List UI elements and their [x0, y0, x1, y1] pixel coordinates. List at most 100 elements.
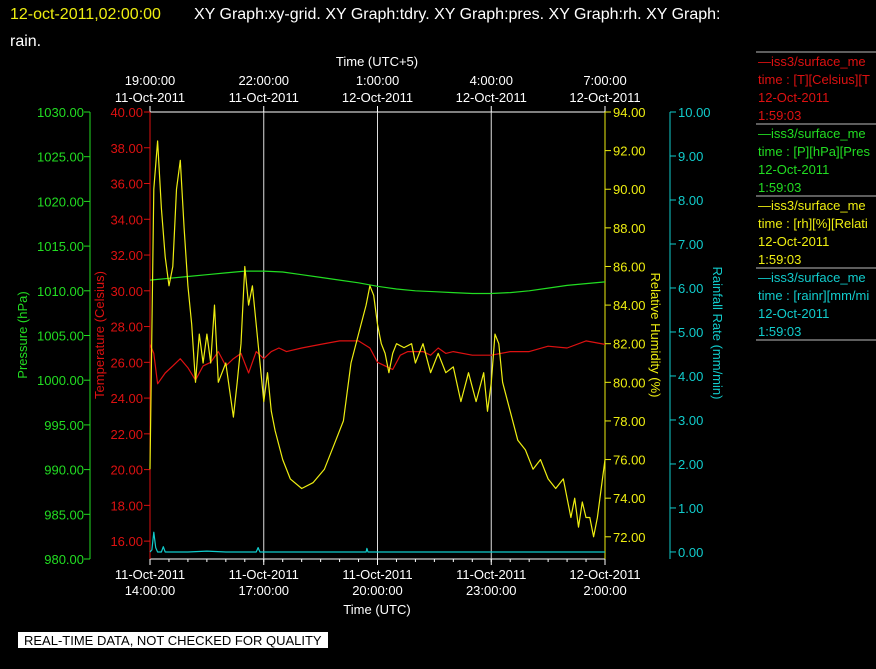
legend-entry-time: 1:59:03 — [758, 180, 801, 195]
y-tick-label-rain: 1.00 — [678, 501, 703, 516]
series-line-temperature — [149, 340, 606, 385]
y-tick-label-pressure: 990.00 — [44, 463, 84, 478]
x-tick-label-time: 20:00:00 — [352, 583, 403, 598]
y-tick-label-rain: 9.00 — [678, 149, 703, 164]
y-tick-label-pressure: 1000.00 — [37, 373, 84, 388]
grid-lines — [263, 112, 492, 559]
x-tick-label-date: 11-Oct-2011 — [115, 567, 185, 582]
header-graphs-line2: rain. — [10, 33, 41, 50]
y-tick-label-rain: 7.00 — [678, 237, 703, 252]
legend-entry-source: —iss3/surface_me — [758, 54, 866, 69]
header-timestamp: 12-oct-2011,02:00:00 — [10, 6, 161, 23]
y-tick-label-temperature: 16.00 — [110, 534, 143, 549]
legend-entry-variable: time : [rh][%][Relati — [758, 216, 868, 231]
legend-entry-date: 12-Oct-2011 — [758, 234, 829, 249]
x-tick-label-date: 12-Oct-2011 — [569, 567, 640, 582]
y-axes: 980.00 985.00 990.00 995.00 1000.00 1005.00 10… — [37, 105, 711, 567]
x-axis-bottom-label: Time (UTC) — [343, 602, 410, 617]
y-tick-label-pressure: 1010.00 — [37, 284, 84, 299]
x-tick-label-date: 11-Oct-2011 — [229, 567, 299, 582]
x-tick-label-time: 17:00:00 — [238, 583, 289, 598]
legend-entry-source: —iss3/surface_me — [758, 126, 866, 141]
y-tick-label-rain: 3.00 — [678, 413, 703, 428]
y-tick-label-temperature: 24.00 — [110, 391, 143, 406]
y-tick-label-humidity: 90.00 — [613, 182, 646, 197]
y-tick-label-humidity: 86.00 — [613, 259, 646, 274]
y-axis-label-rain: Rainfall Rate (mm/min) — [710, 267, 725, 400]
legend-entry-source: —iss3/surface_me — [758, 270, 866, 285]
y-tick-label-temperature: 18.00 — [110, 498, 143, 513]
series-line-pressure — [149, 270, 606, 295]
x-top-tick-label-time: 19:00:00 — [125, 73, 176, 88]
x-top-tick-label-date: 11-Oct-2011 — [115, 90, 185, 105]
legend-entry-date: 12-Oct-2011 — [758, 306, 829, 321]
y-tick-label-pressure: 1015.00 — [37, 239, 84, 254]
x-top-tick-label-date: 11-Oct-2011 — [229, 90, 299, 105]
x-tick-label-time: 2:00:00 — [583, 583, 626, 598]
quality-notice: REAL-TIME DATA, NOT CHECKED FOR QUALITY — [18, 632, 328, 648]
y-tick-label-humidity: 84.00 — [613, 298, 646, 313]
x-top-tick-label-date: 12-Oct-2011 — [569, 90, 640, 105]
legend-entry-variable: time : [rainr][mm/mi — [758, 288, 869, 303]
legend-entry-source: —iss3/surface_me — [758, 198, 866, 213]
y-tick-label-humidity: 92.00 — [613, 144, 646, 159]
y-tick-label-pressure: 1005.00 — [37, 329, 84, 344]
y-tick-label-humidity: 74.00 — [613, 491, 646, 506]
x-top-tick-label-time: 22:00:00 — [238, 73, 289, 88]
legend-entry-time: 1:59:03 — [758, 108, 801, 123]
x-axis-top-label: Time (UTC+5) — [336, 54, 418, 69]
y-tick-label-temperature: 40.00 — [110, 105, 143, 120]
y-tick-label-temperature: 20.00 — [110, 463, 143, 478]
x-top-tick-label-time: 4:00:00 — [470, 73, 513, 88]
y-axis-label-humidity: Relative Humidity (%) — [648, 273, 663, 398]
y-tick-label-temperature: 22.00 — [110, 427, 143, 442]
x-top-tick-label-time: 7:00:00 — [583, 73, 626, 88]
x-top-tick-label-date: 12-Oct-2011 — [456, 90, 527, 105]
legend-entry-time: 1:59:03 — [758, 324, 801, 339]
y-tick-label-temperature: 30.00 — [110, 284, 143, 299]
y-tick-label-temperature: 38.00 — [110, 141, 143, 156]
y-tick-label-humidity: 88.00 — [613, 221, 646, 236]
x-top-tick-label-time: 1:00:00 — [356, 73, 399, 88]
y-tick-label-rain: 8.00 — [678, 193, 703, 208]
y-tick-label-humidity: 80.00 — [613, 375, 646, 390]
x-ticks: 11-Oct-201114:00:0019:00:0011-Oct-201111… — [115, 73, 641, 598]
x-tick-label-date: 11-Oct-2011 — [342, 567, 412, 582]
y-axis-label-temperature: Temperature (Celsius) — [92, 271, 107, 399]
x-top-tick-label-date: 12-Oct-2011 — [342, 90, 413, 105]
y-tick-label-humidity: 94.00 — [613, 105, 646, 120]
y-tick-label-pressure: 1025.00 — [37, 150, 84, 165]
legend-entry-date: 12-Oct-2011 — [758, 90, 829, 105]
y-tick-label-temperature: 26.00 — [110, 355, 143, 370]
y-tick-label-rain: 10.00 — [678, 105, 711, 120]
y-tick-label-pressure: 1020.00 — [37, 194, 84, 209]
y-axis-label-pressure: Pressure (hPa) — [15, 291, 30, 378]
y-tick-label-rain: 2.00 — [678, 457, 703, 472]
legend-entry-variable: time : [P][hPa][Pres — [758, 144, 870, 159]
y-tick-label-pressure: 985.00 — [44, 507, 84, 522]
series-lines — [149, 140, 606, 553]
y-tick-label-humidity: 82.00 — [613, 337, 646, 352]
y-tick-label-pressure: 980.00 — [44, 552, 84, 567]
y-tick-label-temperature: 28.00 — [110, 320, 143, 335]
y-tick-label-pressure: 1030.00 — [37, 105, 84, 120]
x-tick-label-date: 11-Oct-2011 — [456, 567, 526, 582]
y-tick-label-temperature: 34.00 — [110, 212, 143, 227]
y-tick-label-rain: 4.00 — [678, 369, 703, 384]
y-tick-label-humidity: 78.00 — [613, 414, 646, 429]
header-graphs-line1: XY Graph:xy-grid. XY Graph:tdry. XY Grap… — [194, 6, 720, 23]
y-tick-label-temperature: 32.00 — [110, 248, 143, 263]
series-line-humidity — [149, 140, 606, 538]
y-tick-label-rain: 0.00 — [678, 545, 703, 560]
y-tick-label-pressure: 995.00 — [44, 418, 84, 433]
y-tick-label-rain: 5.00 — [678, 325, 703, 340]
y-tick-label-temperature: 36.00 — [110, 177, 143, 192]
legend-entry-variable: time : [T][Celsius][T — [758, 72, 870, 87]
legend-entry-time: 1:59:03 — [758, 252, 801, 267]
series-line-rain — [149, 531, 605, 553]
y-tick-label-humidity: 76.00 — [613, 453, 646, 468]
x-tick-label-time: 23:00:00 — [466, 583, 517, 598]
y-tick-label-rain: 6.00 — [678, 281, 703, 296]
